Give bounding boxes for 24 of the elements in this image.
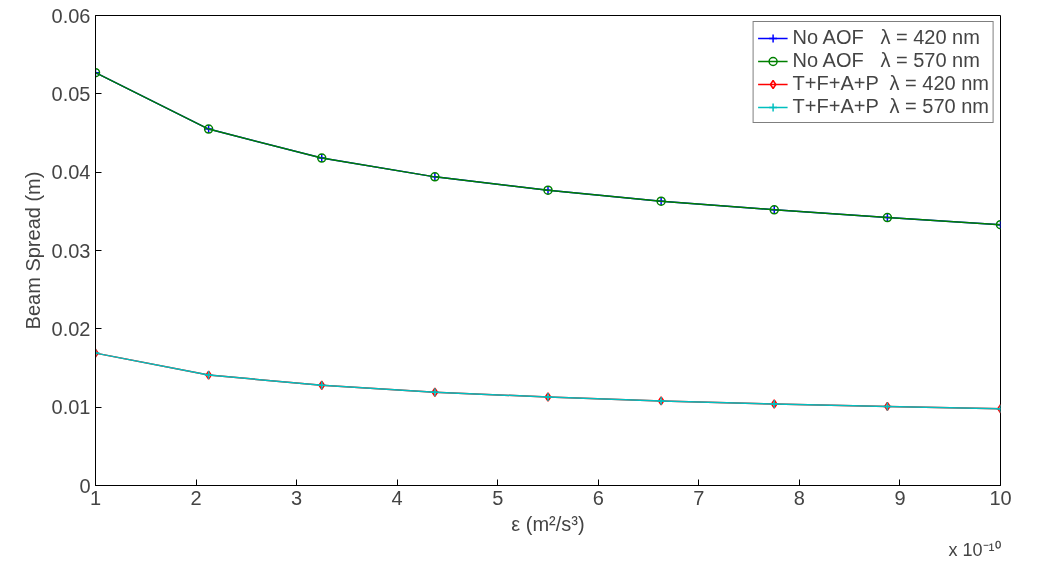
x-tick-label: 2 [190,486,202,509]
y-tick-label: 0.05 [51,82,91,105]
x-tick-label: 8 [793,486,805,509]
y-tick-label: 0.01 [51,396,91,419]
x-tick-label: 9 [894,486,906,509]
y-tick-label: 0.02 [51,317,91,340]
y-tick-label: 0 [79,474,91,497]
legend-label: T+F+A+P λ = 420 nm [792,72,989,95]
x-axis-title: ε (m²/s³) [511,512,585,535]
y-tick-label: 0.04 [51,161,91,184]
x-tick-label: 10 [989,486,1012,509]
x-tick-label: 5 [492,486,504,509]
y-axis-title: Beam Spread (m) [21,171,44,330]
x-tick-label: 7 [693,486,705,509]
y-tick-label: 0.06 [51,4,91,27]
x-tick-label: 4 [391,486,403,509]
x-tick-label: 3 [291,486,303,509]
legend-label: No AOF λ = 420 nm [792,26,980,49]
legend-label: No AOF λ = 570 nm [792,49,980,72]
x-tick-label: 1 [89,486,102,509]
x-tick-label: 6 [592,486,604,509]
y-tick-label: 0.03 [51,239,91,262]
legend-label: T+F+A+P λ = 570 nm [792,95,989,118]
text: x 10⁻¹⁰ [948,539,1001,560]
